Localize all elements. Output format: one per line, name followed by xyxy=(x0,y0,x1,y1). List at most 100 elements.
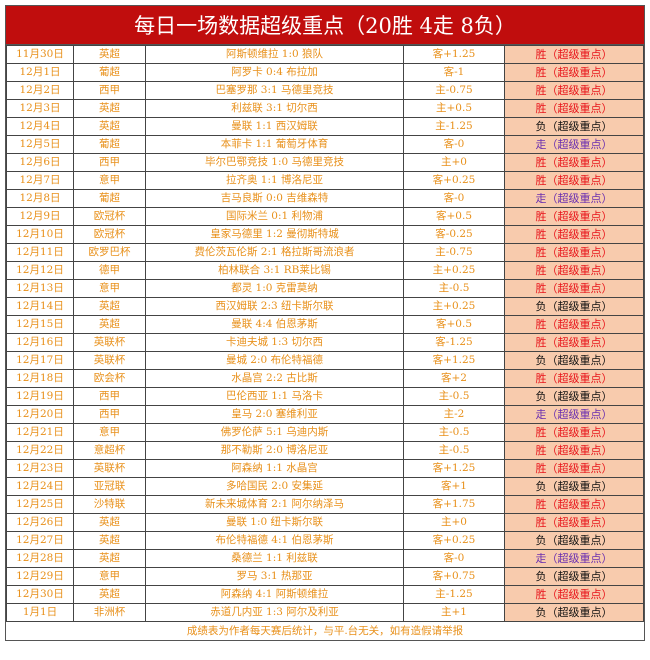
handicap-cell: 客+0.75 xyxy=(403,567,505,586)
result-cell: 负（超级重点） xyxy=(504,387,644,406)
result-cell: 胜（超级重点） xyxy=(504,423,644,442)
match-cell: 巴塞罗那 3:1 马德里竞技 xyxy=(145,81,404,100)
table-row: 12月9日 欧冠杯 国际米兰 0:1 利物浦 客+0.5 胜（超级重点） xyxy=(6,207,644,226)
result-cell: 负（超级重点） xyxy=(504,531,644,550)
league-cell: 意甲 xyxy=(73,423,146,442)
date-cell: 12月29日 xyxy=(6,567,74,586)
handicap-cell: 主-2 xyxy=(403,405,505,424)
result-cell: 负（超级重点） xyxy=(504,603,644,622)
date-cell: 12月4日 xyxy=(6,117,74,136)
match-cell: 多哈国民 2:0 安集延 xyxy=(145,477,404,496)
handicap-cell: 主+0.25 xyxy=(403,297,505,316)
handicap-cell: 客+0.25 xyxy=(403,531,505,550)
table-row: 12月2日 西甲 巴塞罗那 3:1 马德里竞技 主-0.75 胜（超级重点） xyxy=(6,81,644,100)
date-cell: 12月18日 xyxy=(6,369,74,388)
result-cell: 胜（超级重点） xyxy=(504,243,644,262)
date-cell: 12月3日 xyxy=(6,99,74,118)
league-cell: 欧冠杯 xyxy=(73,207,146,226)
match-cell: 利兹联 3:1 切尔西 xyxy=(145,99,404,118)
handicap-cell: 主-0.5 xyxy=(403,423,505,442)
table-row: 12月14日 英超 西汉姆联 2:3 纽卡斯尔联 主+0.25 负（超级重点） xyxy=(6,297,644,316)
date-cell: 12月24日 xyxy=(6,477,74,496)
league-cell: 意甲 xyxy=(73,171,146,190)
table-row: 12月10日 欧冠杯 皇家马德里 1:2 曼彻斯特城 客-0.25 胜（超级重点） xyxy=(6,225,644,244)
table-row: 12月29日 意甲 罗马 3:1 热那亚 客+0.75 负（超级重点） xyxy=(6,567,644,586)
date-cell: 12月14日 xyxy=(6,297,74,316)
page-title: 每日一场数据超级重点（20胜 4走 8负） xyxy=(6,6,644,45)
match-cell: 拉齐奥 1:1 博洛尼亚 xyxy=(145,171,404,190)
result-cell: 胜（超级重点） xyxy=(504,153,644,172)
result-cell: 胜（超级重点） xyxy=(504,81,644,100)
league-cell: 意超杯 xyxy=(73,441,146,460)
result-cell: 胜（超级重点） xyxy=(504,207,644,226)
result-cell: 胜（超级重点） xyxy=(504,99,644,118)
result-cell: 胜（超级重点） xyxy=(504,495,644,514)
table-row: 12月12日 德甲 柏林联合 3:1 RB莱比锡 主+0.25 胜（超级重点） xyxy=(6,261,644,280)
match-cell: 曼城 2:0 布伦特福德 xyxy=(145,351,404,370)
league-cell: 意甲 xyxy=(73,279,146,298)
handicap-cell: 主-0.5 xyxy=(403,279,505,298)
match-cell: 水晶宫 2:2 古比斯 xyxy=(145,369,404,388)
league-cell: 德甲 xyxy=(73,261,146,280)
league-cell: 沙特联 xyxy=(73,495,146,514)
match-cell: 卡迪夫城 1:3 切尔西 xyxy=(145,333,404,352)
handicap-cell: 主+0 xyxy=(403,153,505,172)
table-row: 12月17日 英联杯 曼城 2:0 布伦特福德 客+1.25 负（超级重点） xyxy=(6,351,644,370)
date-cell: 12月7日 xyxy=(6,171,74,190)
match-cell: 阿森纳 4:1 阿斯顿维拉 xyxy=(145,585,404,604)
table-row: 12月27日 英超 布伦特福德 4:1 伯恩茅斯 客+0.25 负（超级重点） xyxy=(6,531,644,550)
result-cell: 胜（超级重点） xyxy=(504,585,644,604)
table-row: 12月23日 英联杯 阿森纳 1:1 水晶宫 客+1.25 胜（超级重点） xyxy=(6,459,644,478)
result-cell: 走（超级重点） xyxy=(504,189,644,208)
handicap-cell: 客-1 xyxy=(403,63,505,82)
result-cell: 胜（超级重点） xyxy=(504,315,644,334)
result-cell: 负（超级重点） xyxy=(504,567,644,586)
handicap-cell: 主-0.75 xyxy=(403,243,505,262)
league-cell: 西甲 xyxy=(73,81,146,100)
table-row: 12月16日 英联杯 卡迪夫城 1:3 切尔西 客-1.25 胜（超级重点） xyxy=(6,333,644,352)
result-cell: 负（超级重点） xyxy=(504,297,644,316)
table-row: 12月3日 英超 利兹联 3:1 切尔西 主+0.5 胜（超级重点） xyxy=(6,99,644,118)
handicap-cell: 客+1.75 xyxy=(403,495,505,514)
result-cell: 胜（超级重点） xyxy=(504,333,644,352)
result-cell: 胜（超级重点） xyxy=(504,369,644,388)
league-cell: 英联杯 xyxy=(73,459,146,478)
table-row: 12月19日 西甲 巴伦西亚 1:1 马洛卡 主-0.5 负（超级重点） xyxy=(6,387,644,406)
handicap-cell: 主+0.25 xyxy=(403,261,505,280)
date-cell: 12月27日 xyxy=(6,531,74,550)
result-cell: 胜（超级重点） xyxy=(504,225,644,244)
handicap-cell: 客-0 xyxy=(403,549,505,568)
match-cell: 桑德兰 1:1 利兹联 xyxy=(145,549,404,568)
match-cell: 曼联 1:1 西汉姆联 xyxy=(145,117,404,136)
table-row: 12月6日 西甲 毕尔巴鄂竞技 1:0 马德里竞技 主+0 胜（超级重点） xyxy=(6,153,644,172)
league-cell: 非洲杯 xyxy=(73,603,146,622)
match-cell: 费伦茨瓦伦斯 2:1 格拉斯哥流浪者 xyxy=(145,243,404,262)
result-cell: 胜（超级重点） xyxy=(504,63,644,82)
handicap-cell: 主-0.75 xyxy=(403,81,505,100)
date-cell: 11月30日 xyxy=(6,45,74,64)
table-row: 12月21日 意甲 佛罗伦萨 5:1 乌迪内斯 主-0.5 胜（超级重点） xyxy=(6,423,644,442)
date-cell: 12月13日 xyxy=(6,279,74,298)
league-cell: 意甲 xyxy=(73,567,146,586)
match-cell: 新未来城体育 2:1 阿尔纳泽马 xyxy=(145,495,404,514)
table-row: 12月22日 意超杯 那不勒斯 2:0 博洛尼亚 主-0.5 胜（超级重点） xyxy=(6,441,644,460)
date-cell: 12月16日 xyxy=(6,333,74,352)
result-cell: 胜（超级重点） xyxy=(504,441,644,460)
table-row: 12月20日 西甲 皇马 2:0 塞维利亚 主-2 走（超级重点） xyxy=(6,405,644,424)
league-cell: 葡超 xyxy=(73,189,146,208)
table-row: 12月26日 英超 曼联 1:0 纽卡斯尔联 主+0 胜（超级重点） xyxy=(6,513,644,532)
date-cell: 12月10日 xyxy=(6,225,74,244)
date-cell: 12月28日 xyxy=(6,549,74,568)
table-row: 12月30日 英超 阿森纳 4:1 阿斯顿维拉 主-1.25 胜（超级重点） xyxy=(6,585,644,604)
match-cell: 吉马良斯 0:0 吉维森特 xyxy=(145,189,404,208)
result-cell: 走（超级重点） xyxy=(504,549,644,568)
table-row: 12月28日 英超 桑德兰 1:1 利兹联 客-0 走（超级重点） xyxy=(6,549,644,568)
date-cell: 12月9日 xyxy=(6,207,74,226)
table-row: 12月5日 葡超 本菲卡 1:1 葡萄牙体育 客-0 走（超级重点） xyxy=(6,135,644,154)
match-cell: 本菲卡 1:1 葡萄牙体育 xyxy=(145,135,404,154)
match-cell: 阿森纳 1:1 水晶宫 xyxy=(145,459,404,478)
league-cell: 英超 xyxy=(73,531,146,550)
result-cell: 胜（超级重点） xyxy=(504,459,644,478)
date-cell: 12月19日 xyxy=(6,387,74,406)
table-row: 12月11日 欧罗巴杯 费伦茨瓦伦斯 2:1 格拉斯哥流浪者 主-0.75 胜（超级重点… xyxy=(6,243,644,262)
